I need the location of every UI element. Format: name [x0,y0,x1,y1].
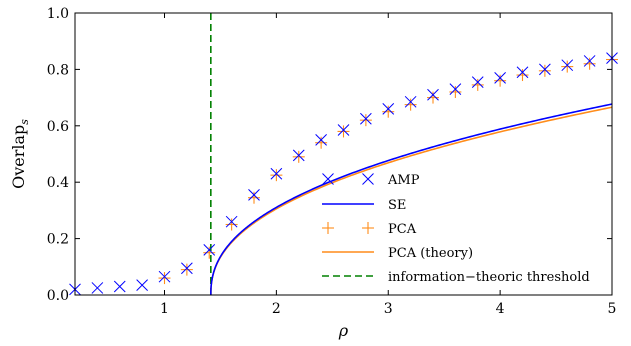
y-tick-label: 0.0 [47,288,69,304]
y-axis-label: Overlaps [9,119,31,189]
amp-point [113,280,126,293]
amp-point [158,270,171,283]
axes-frame [74,12,613,296]
pca-point [561,60,574,73]
legend-item: SE [322,198,406,213]
pca-point [538,64,551,77]
amp-point [136,279,148,291]
legend-label: SE [388,198,406,213]
pca-point [494,74,507,87]
amp-point [382,103,395,115]
x-tick-label: 4 [496,301,505,317]
amp-point [404,95,417,108]
pca-point [225,218,238,231]
amp-point [471,76,484,88]
legend-label: information−theoric threshold [388,270,590,285]
x-tick-label: 2 [272,301,281,317]
y-tick-label: 0.8 [47,62,69,78]
legend-item: AMP [322,173,420,188]
amp-point [561,59,574,72]
legend-item: PCA (theory) [322,246,473,261]
amp-point [181,262,193,275]
legend: AMP SE PCA PCA (theory) information−theoric … [322,173,590,285]
pca-point [158,272,171,285]
y-tick-label: 0.4 [47,175,69,191]
amp-point [494,72,506,84]
pca-point [248,191,260,204]
legend-item: PCA [322,222,417,237]
pca-point [382,105,395,118]
x-tick-label: 3 [384,301,393,317]
amp-point [360,112,372,125]
amp-point [516,66,529,79]
pca-point [315,136,328,149]
y-tick-label: 0.6 [47,119,69,135]
pca-point [337,125,350,138]
legend-label: PCA (theory) [388,246,473,261]
legend-amp-marker [322,173,334,185]
x-tick-label: 1 [160,301,169,317]
amp-point [337,124,350,136]
legend-label: PCA [388,222,417,237]
pca-point [404,98,417,111]
plot-area [69,13,618,296]
amp-point [449,83,462,95]
x-axis-label: ρ [338,321,349,340]
amp-point [315,134,327,146]
amp-point [270,167,283,180]
legend-pca-marker [362,222,374,234]
axis-ticks: 1 2 3 4 5 0.0 0.2 0.4 0.6 0.8 1.0 [47,6,617,317]
y-tick-label: 1.0 [47,6,69,22]
amp-point [91,282,104,294]
pca-point [180,263,193,276]
pca-point [359,114,372,127]
pca-point [516,69,529,82]
amp-point [225,215,238,228]
x-tick-label: 5 [608,301,617,317]
y-tick-label: 0.2 [47,232,69,248]
y-axis-label-main: Overlap [9,125,28,189]
legend-amp-marker [362,173,374,185]
amp-point [427,88,439,101]
pca-point [471,78,484,91]
legend-item: information−theoric threshold [322,270,590,285]
pca-point [583,57,596,70]
amp-point [203,244,216,256]
pca-point [203,246,216,259]
se-line [210,103,612,295]
pca-point [292,150,305,163]
amp-point [539,63,551,76]
legend-pca-marker [322,222,334,234]
pca-point [270,169,283,182]
amp-point [248,189,260,201]
amp-point [292,149,305,162]
amp-point [583,55,596,67]
y-axis-label-subscript: s [18,119,31,125]
legend-label: AMP [387,173,420,188]
pca-point [449,85,462,98]
pca-point [427,91,439,104]
pca-theory-line [210,106,612,295]
